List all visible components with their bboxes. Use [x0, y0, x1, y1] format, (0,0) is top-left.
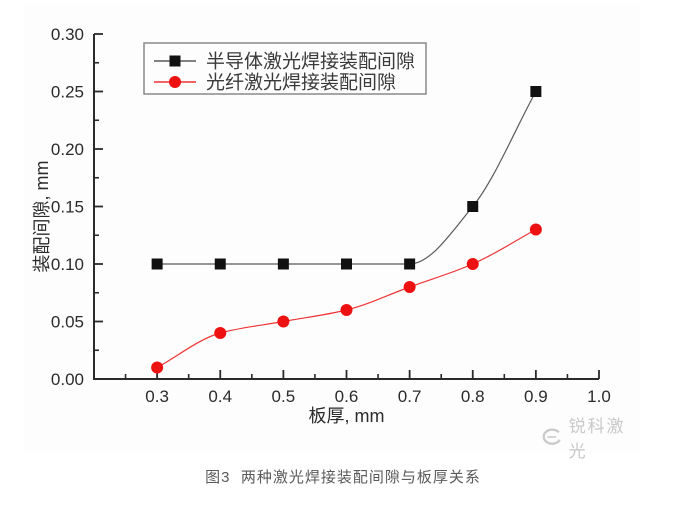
x-tick-label: 0.8 [461, 387, 485, 406]
data-point-circle [529, 223, 542, 236]
data-point-square [341, 258, 352, 270]
data-point-circle [277, 315, 290, 328]
y-tick-label: 0.25 [51, 83, 84, 102]
series-line-semiconductor [157, 91, 537, 265]
watermark-logo-icon [542, 428, 561, 445]
y-tick-label: 0.10 [51, 255, 84, 274]
line-chart: 0.00 0.05 0.10 0.15 0.20 0.25 0.30 0.3 0.4 0.5 0.6… [32, 25, 611, 426]
series-line-fiber [156, 228, 537, 369]
data-point-square [467, 201, 479, 212]
y-tick-label: 0.05 [51, 313, 84, 332]
legend-circle-marker-icon [169, 76, 181, 88]
data-point-circle [340, 304, 353, 316]
data-point-circle [151, 361, 164, 374]
x-tick-label: 0.9 [524, 387, 548, 406]
y-tick-label: 0.15 [51, 198, 84, 217]
legend-box [143, 42, 427, 95]
data-point-square [277, 258, 289, 270]
x-tick-label: 0.7 [398, 387, 422, 406]
data-point-square [404, 258, 416, 270]
y-tick-label: 0.30 [51, 25, 84, 44]
figure-caption: 图3 两种激光焊接装配间隙与板厚关系 [205, 469, 481, 486]
data-point-square [151, 258, 163, 270]
data-point-circle [214, 327, 227, 339]
y-tick-label: 0.20 [51, 140, 84, 159]
x-tick-label: 0.5 [272, 387, 296, 406]
x-axis-title: 板厚, mm [309, 406, 385, 426]
y-tick-label: 0.00 [51, 370, 84, 389]
watermark: 锐科激光 [540, 412, 640, 462]
y-axis-title: 装配间隙, mm [32, 161, 52, 273]
data-point-square [530, 86, 542, 97]
data-point-circle [466, 258, 479, 270]
watermark-text: 锐科激光 [568, 417, 626, 461]
x-tick-label: 1.0 [587, 387, 611, 406]
data-point-square [214, 258, 226, 270]
legend-label: 光纤激光焊接装配间隙 [206, 72, 396, 94]
legend-label: 半导体激光焊接装配间隙 [206, 51, 415, 73]
x-tick-label: 0.6 [335, 387, 359, 406]
data-point-circle [403, 281, 416, 293]
figure: 0.00 0.05 0.10 0.15 0.20 0.25 0.30 0.3 0.4 0.5 0.6… [24, 4, 640, 461]
x-tick-label: 0.4 [208, 387, 232, 406]
x-tick-label: 0.3 [145, 387, 169, 406]
legend-square-marker-icon [169, 55, 181, 67]
